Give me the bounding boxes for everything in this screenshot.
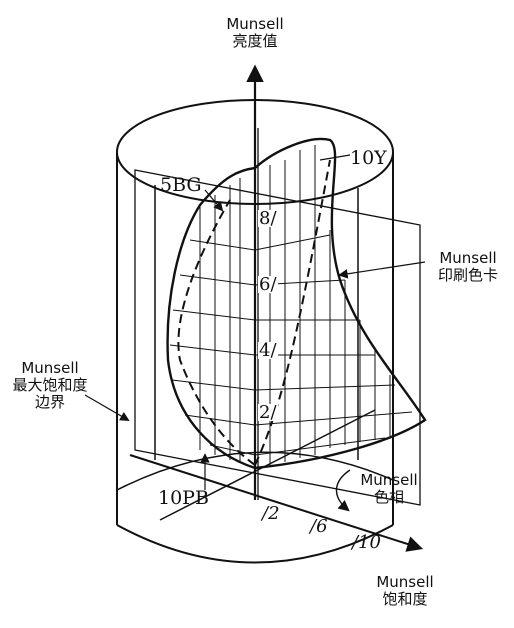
value-axis-label-line2: 亮度值 [232,32,278,50]
value-tick-4: 4/ [258,340,278,361]
max-chroma-label-line2: 最大饱和度 [12,376,88,394]
chroma-axis-label-line2: 饱和度 [382,590,428,608]
value-tick-8: 8/ [258,208,278,229]
leader-10y [319,154,351,161]
value-axis-label-line1: Munsell [226,15,284,33]
value-tick-2: 2/ [258,402,278,423]
chroma-tick-2: /2 [262,503,280,524]
printing-cards-label-line1: Munsell [439,249,497,267]
chroma-axis-line [129,454,424,552]
hue-rotation-arrow [335,469,351,512]
chroma-axis-label-line1: Munsell [376,573,434,591]
max-chroma-label-line3: 边界 [34,393,65,411]
vertical-plane-front [134,169,421,506]
leader-5bg [204,189,224,212]
hue-label-10pb: 10PB [158,487,209,509]
max-chroma-boundary-label: Munsell 最大饱和度 边界 [4,360,96,411]
dashed-path-10y [254,159,331,466]
hue-label-line1: Munsell [360,471,418,489]
hue-plane-line [159,409,376,521]
max-chroma-label-line1: Munsell [21,359,79,377]
gamut-outline [166,137,427,470]
hue-label-10y: 10Y [350,147,387,169]
chroma-tick-6: /6 [310,516,328,537]
printing-cards-label: Munsell 印刷色卡 [428,250,508,284]
chroma-tick-10: /10 [352,532,381,553]
printing-cards-label-line2: 印刷色卡 [437,266,498,284]
chroma-axis-label: Munsell 饱和度 [372,574,438,608]
gamut-grid [169,145,413,465]
hue-label-5bg: 5BG [160,174,202,196]
hue-label: Munsell 色相 [356,472,422,506]
dashed-path-5bg [177,199,256,466]
cylinder-bottom-front [116,524,394,564]
value-axis-label: Munsell 亮度值 [222,16,288,50]
leader-printing [338,261,426,279]
hue-label-line2: 色相 [373,488,404,506]
value-tick-6: 6/ [258,274,278,295]
leader-max-boundary [84,394,130,421]
